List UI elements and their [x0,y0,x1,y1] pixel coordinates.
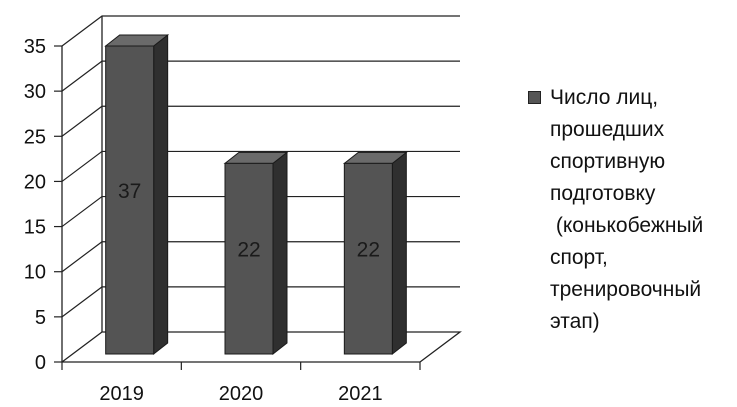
gridline [61,195,460,228]
legend-label: Число лиц, прошедших спортивную подготов… [550,86,704,333]
bar-side-face [153,33,169,356]
gridline [61,60,460,92]
x-tick-label: 2020 [219,383,264,405]
x-tick-label: 2019 [99,383,144,405]
y-tick-label: 30 [24,81,46,103]
y-axis-ticks: 0 5 10 15 20 25 30 35 [24,36,62,374]
x-tick-label: 2021 [338,383,383,405]
y-tick-label: 0 [35,352,46,374]
gridline [61,15,460,47]
bar-2019: 37 [104,33,170,356]
bar-side-face [391,151,407,356]
gridline [61,150,460,182]
gridline [61,286,460,318]
bars: 37 22 22 [104,33,408,356]
y-tick-label: 15 [24,217,46,239]
y-tick-label: 10 [24,262,46,284]
x-axis-ticks: 2019 2020 2021 [61,362,421,405]
gridline [61,241,460,273]
gridlines [61,15,460,318]
bar-front-face [343,162,393,355]
bar-2021: 22 [342,151,408,356]
y-tick-label: 25 [24,126,46,148]
y-tick-label: 35 [24,36,46,58]
gridline [61,105,460,137]
y-tick-label: 20 [24,171,46,193]
bar-side-face [272,151,288,356]
data-label: 22 [357,239,380,262]
y-tick-label: 5 [35,307,46,329]
data-label: 22 [237,239,260,262]
bar-front-face [224,162,274,355]
data-label: 37 [118,180,141,203]
legend-swatch [528,91,541,104]
bar-front-face [105,45,155,355]
bar-2020: 22 [223,151,289,356]
